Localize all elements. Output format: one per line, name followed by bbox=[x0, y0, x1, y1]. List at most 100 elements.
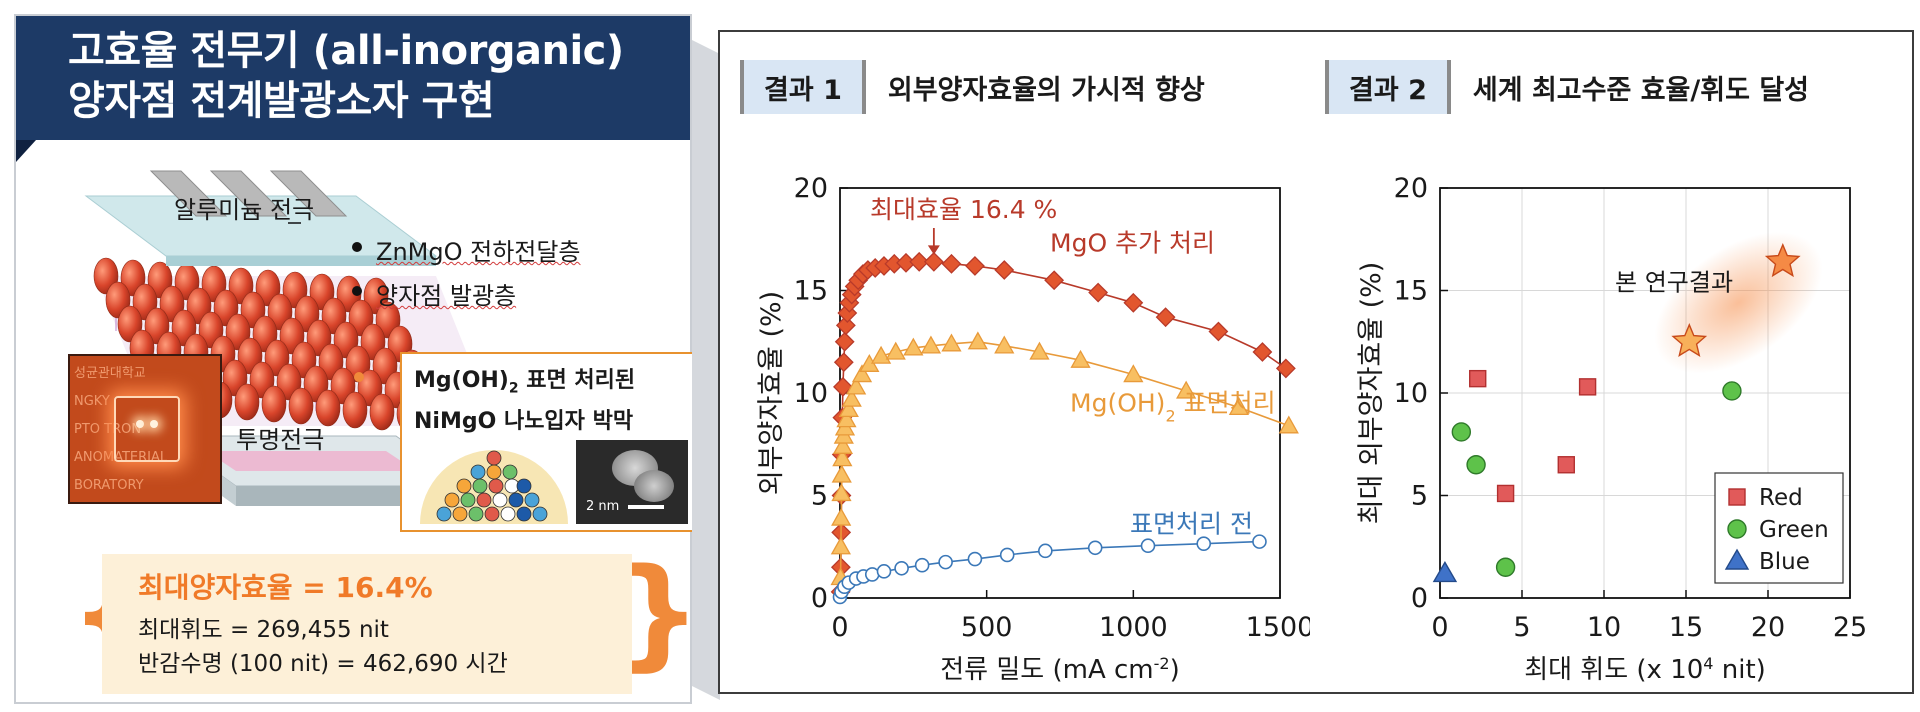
y-axis-label: 최대 외부양자효율 (%) bbox=[1356, 262, 1387, 525]
data-point bbox=[864, 567, 880, 582]
tem-image: 2 nm bbox=[576, 440, 688, 524]
title-line-1: 고효율 전무기 (all-inorganic) bbox=[68, 28, 624, 74]
data-point bbox=[832, 435, 854, 454]
aluminum-electrodes bbox=[149, 170, 348, 217]
data-point bbox=[1044, 270, 1065, 291]
data-point bbox=[1087, 540, 1103, 556]
y-tick-label: 5 bbox=[811, 481, 828, 512]
x-tick-label: 1500 bbox=[1246, 612, 1310, 643]
data-point bbox=[835, 315, 856, 336]
emission-spot-1 bbox=[136, 420, 144, 428]
data-point bbox=[834, 331, 855, 352]
eqe-vs-luminance-chart: 0 5 10 15 20 0 5 10 15 20 25 최대 휘도 (x 104 nit) 최대 외부… bbox=[1356, 173, 1867, 686]
panel-connector bbox=[692, 40, 720, 700]
nanoparticle bbox=[492, 492, 508, 508]
data-point bbox=[1722, 381, 1742, 401]
data-point bbox=[1176, 380, 1197, 399]
data-point bbox=[1070, 349, 1091, 368]
results-panel: 결과 1 외부양자효율의 가시적 향상 결과 2 세계 최고수준 효율/휘도 달… bbox=[718, 30, 1914, 694]
data-point bbox=[1208, 321, 1229, 342]
data-point bbox=[914, 557, 930, 573]
series-line bbox=[839, 340, 1290, 578]
quantum-dot bbox=[261, 385, 287, 423]
data-point bbox=[870, 345, 892, 364]
data-point bbox=[1123, 292, 1144, 313]
nanoparticle bbox=[470, 464, 486, 480]
label-qd-layer: 양자점 발광층 bbox=[376, 282, 517, 310]
y-tick-label: 0 bbox=[1411, 583, 1428, 614]
data-point bbox=[1451, 422, 1472, 442]
x-tick-label: 5 bbox=[1513, 612, 1530, 643]
x-tick-label: 15 bbox=[1669, 612, 1703, 643]
data-point bbox=[1671, 322, 1708, 357]
data-point bbox=[920, 335, 942, 354]
x-tick-label: 0 bbox=[1431, 612, 1448, 643]
data-point bbox=[1029, 341, 1050, 360]
data-point bbox=[1496, 484, 1515, 503]
data-point bbox=[833, 376, 853, 397]
x-tick-label: 500 bbox=[961, 612, 1013, 643]
data-point bbox=[1432, 561, 1458, 583]
pointer-dot-nimgo bbox=[354, 372, 364, 382]
data-point bbox=[1557, 456, 1575, 474]
stat-max-eqe: 최대양자효율 = 16.4% bbox=[138, 571, 433, 604]
nanoparticle bbox=[502, 464, 518, 480]
nanoparticle bbox=[516, 506, 532, 522]
result1-title: 외부양자효율의 가시적 향상 bbox=[887, 74, 1205, 106]
data-point bbox=[967, 551, 983, 567]
y-tick-label: 20 bbox=[794, 173, 828, 204]
x-tick-label: 25 bbox=[1833, 612, 1867, 643]
data-point bbox=[965, 255, 985, 276]
legend-label: Red bbox=[1759, 485, 1803, 511]
x-tick-label: 0 bbox=[831, 612, 848, 643]
y-axis-label: 외부양자효율 (%) bbox=[756, 291, 787, 495]
data-point bbox=[994, 335, 1015, 354]
result2-tag: 결과 2 bbox=[1325, 60, 1451, 114]
x-axis-label: 전류 밀도 (mA cm-2) bbox=[940, 654, 1179, 686]
series-label-mgoh2: Mg(OH)2 표면처리 bbox=[1070, 388, 1276, 425]
data-point bbox=[923, 251, 944, 272]
nanoparticle bbox=[508, 492, 524, 508]
data-point bbox=[831, 507, 852, 526]
nanoparticle bbox=[436, 506, 452, 522]
y-tick-label: 10 bbox=[794, 378, 828, 409]
data-point bbox=[999, 547, 1015, 563]
quantum-dot bbox=[288, 387, 314, 425]
nanoparticle bbox=[488, 478, 504, 494]
y-tick-label: 10 bbox=[1394, 378, 1428, 409]
stat-half-life: 반감수명 (100 nit) = 462,690 시간 bbox=[138, 651, 508, 677]
y-tick-label: 20 bbox=[1394, 173, 1428, 204]
quantum-dot bbox=[315, 389, 341, 427]
y-tick-label: 5 bbox=[1411, 481, 1428, 512]
this-work-annotation: 본 연구결과 bbox=[1615, 269, 1733, 297]
quantum-dot bbox=[234, 383, 260, 421]
data-point bbox=[1038, 543, 1053, 559]
title-banner: 고효율 전무기 (all-inorganic) 양자점 전계발광소자 구현 bbox=[16, 16, 690, 140]
y-tick-label: 15 bbox=[1394, 276, 1428, 307]
inset-title: Mg(OH)2 표면 처리된 NiMgO 나노입자 박막 bbox=[414, 368, 636, 435]
series-0 bbox=[1469, 369, 1597, 503]
data-point bbox=[1155, 307, 1176, 328]
result1-header: 결과 1 외부양자효율의 가시적 향상 bbox=[740, 60, 1205, 114]
data-point bbox=[1252, 534, 1267, 549]
data-point bbox=[1764, 242, 1801, 278]
data-point bbox=[851, 364, 873, 383]
data-point bbox=[885, 341, 906, 360]
data-point bbox=[894, 560, 909, 576]
data-point bbox=[836, 409, 857, 428]
x-tick-label: 1000 bbox=[1099, 612, 1168, 643]
series-1 bbox=[830, 331, 1299, 586]
series-label-untreated: 표면처리 전 bbox=[1130, 509, 1253, 538]
pointer-dot-qd bbox=[352, 286, 362, 296]
nanoparticle bbox=[524, 492, 540, 508]
label-aluminum-electrode: 알루미늄 전극 bbox=[174, 196, 315, 224]
data-point bbox=[967, 331, 988, 350]
y-tick-label: 0 bbox=[811, 583, 828, 614]
device-glow bbox=[114, 396, 180, 462]
nanoparticle-illustration bbox=[420, 450, 568, 524]
data-point bbox=[941, 253, 962, 274]
nanoparticle bbox=[456, 478, 472, 494]
data-point bbox=[1578, 378, 1597, 396]
x-axis-label: 최대 휘도 (x 104 nit) bbox=[1524, 654, 1766, 686]
nanoparticle bbox=[486, 450, 502, 466]
